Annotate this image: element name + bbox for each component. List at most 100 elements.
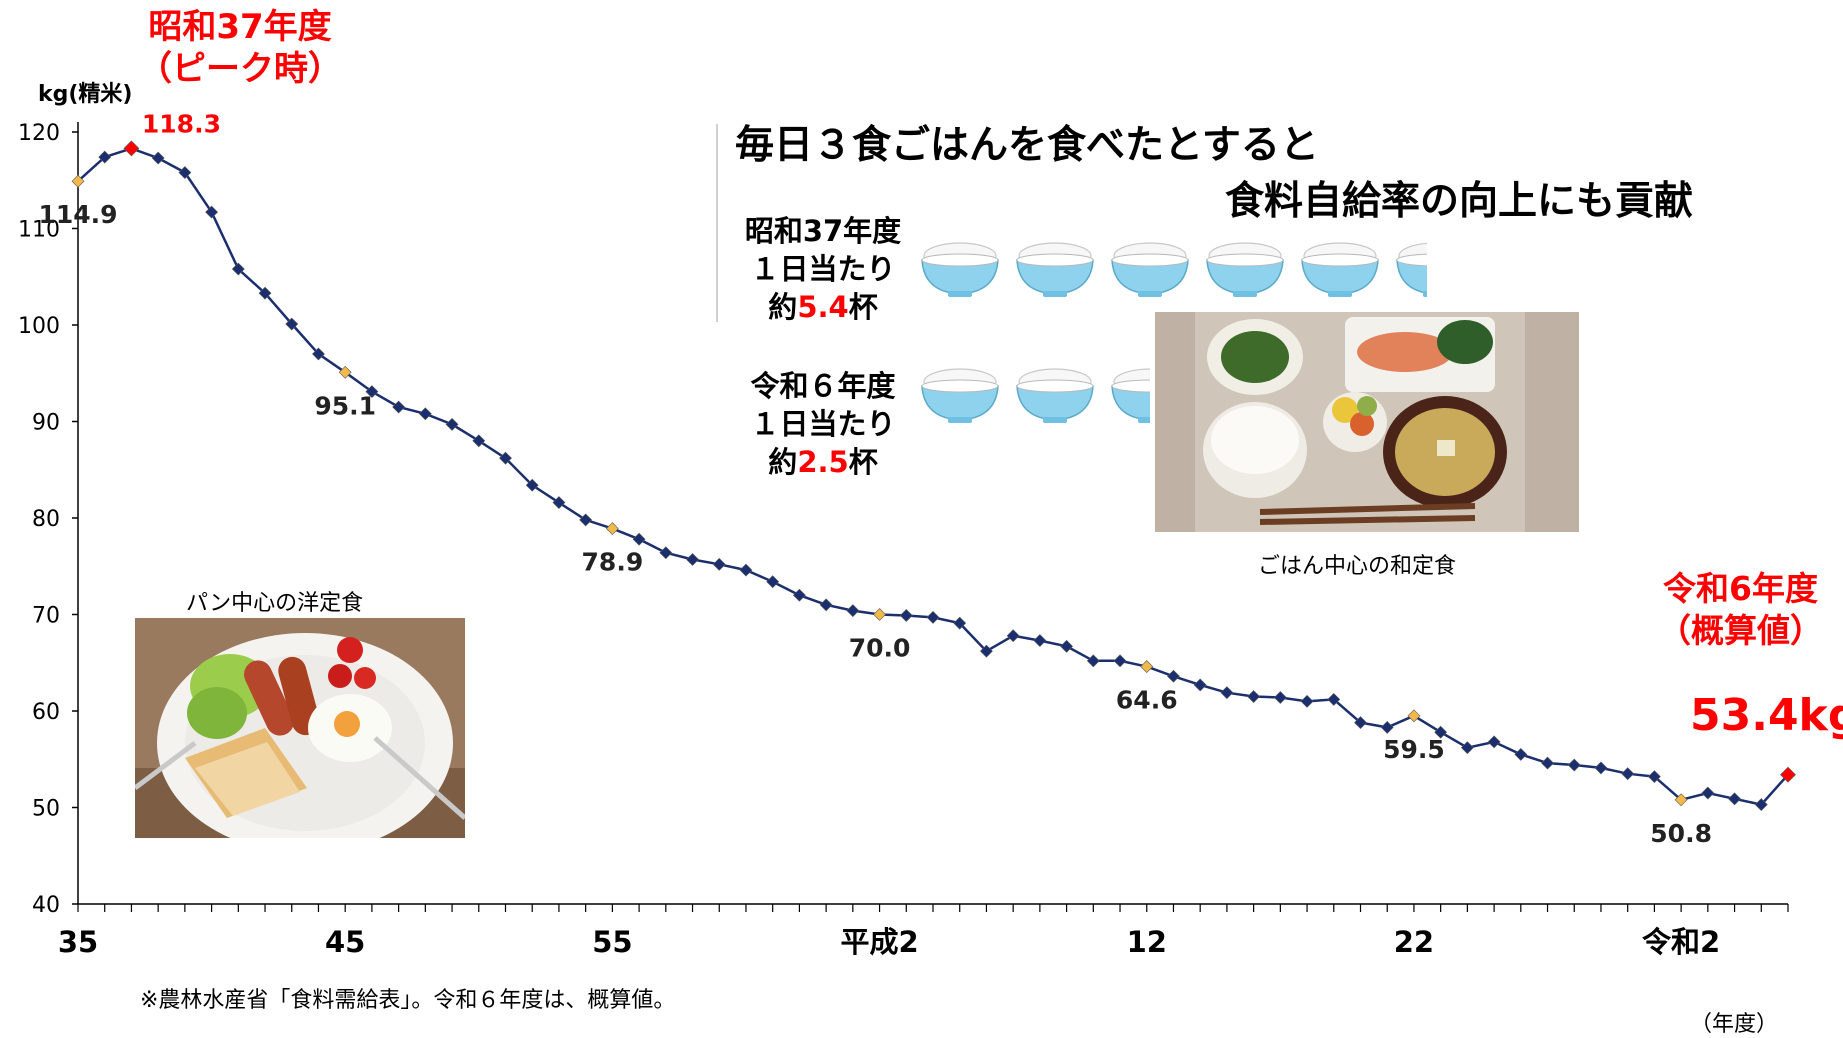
data-point-marker: [766, 575, 780, 589]
data-point-marker: [739, 563, 753, 577]
data-point-marker: [1487, 735, 1501, 749]
bowls-then-per-day: １日当たり: [750, 252, 896, 286]
data-point-marker: [819, 598, 833, 612]
data-point-marker: [1541, 756, 1554, 770]
peak-annotation-note: （ピーク時）: [138, 49, 342, 89]
latest-annotation: 令和6年度 （概算値）: [1638, 568, 1843, 652]
y-tick-label: 70: [32, 604, 60, 629]
rice-bowl-icon: [918, 236, 1002, 298]
data-label: 50.8: [1650, 819, 1712, 848]
data-point-marker: [1780, 766, 1796, 783]
data-point-marker: [1380, 720, 1394, 734]
y-tick-label: 80: [32, 507, 60, 532]
data-point-marker: [1060, 639, 1074, 653]
data-point-marker: [1006, 629, 1020, 643]
x-tick-label: 令和2: [1642, 925, 1720, 959]
bowls-now-label: 令和６年度 １日当たり 約2.5杯: [728, 367, 918, 481]
headline-line2: 食料自給率の向上にも貢献: [1225, 179, 1694, 224]
rice-bowl-icon: [918, 362, 1002, 424]
data-point-marker: [1113, 654, 1127, 668]
bowls-now-row: [918, 362, 1158, 428]
data-point-marker: [953, 616, 967, 630]
bowls-now-count: 約2.5杯: [768, 445, 878, 479]
latest-value: 53.4kg: [1690, 690, 1843, 741]
x-tick-label: 平成2: [840, 925, 918, 959]
headline-divider: [716, 124, 718, 322]
data-point-marker: [1567, 758, 1581, 772]
data-point-marker: [285, 317, 299, 331]
data-label: 59.5: [1383, 735, 1445, 764]
data-point-marker: [1728, 792, 1741, 806]
data-labels: 114.9 118.3 95.1 78.9 70.0 64.6 59.5 50.8: [38, 109, 1712, 847]
data-label: 70.0: [849, 634, 911, 663]
headline-line1: 毎日３食ごはんを食べたとすると: [735, 123, 1319, 168]
y-tick-label: 60: [32, 700, 60, 725]
data-point-marker: [365, 385, 379, 399]
data-point-marker: [231, 262, 245, 276]
data-point-marker: [1674, 793, 1688, 807]
data-point-marker: [552, 496, 566, 509]
data-point-marker: [1273, 691, 1287, 704]
data-point-marker: [98, 150, 112, 164]
rice-bowl-icon: [1108, 236, 1192, 298]
data-point-marker: [1701, 786, 1715, 800]
data-point-marker: [472, 434, 486, 448]
data-point-marker: [1086, 654, 1100, 668]
japanese-meal-photo: [1155, 312, 1579, 532]
data-point-marker: [123, 140, 140, 157]
data-point-marker: [579, 513, 593, 527]
data-point-marker: [312, 347, 325, 361]
data-label: 114.9: [38, 200, 117, 229]
y-tick-label: 120: [18, 121, 60, 146]
data-point-marker: [525, 478, 539, 492]
y-tick-label: 50: [32, 797, 60, 822]
x-tick-label: 22: [1394, 925, 1434, 959]
x-tick-label: 12: [1127, 925, 1167, 959]
data-point-marker: [1754, 798, 1768, 812]
data-point-marker: [1327, 692, 1341, 706]
x-tick-label: 35: [58, 925, 98, 959]
peak-annotation: 昭和37年度 （ピーク時）: [138, 6, 342, 90]
rice-bowl-icon: [1298, 236, 1382, 298]
bowls-then-label: 昭和37年度 １日当たり 約5.4杯: [728, 212, 918, 326]
y-tick-label: 90: [32, 411, 60, 436]
data-point-marker: [1621, 767, 1635, 781]
rice-bowl-icon: [1108, 362, 1150, 424]
data-point-marker: [418, 407, 432, 421]
x-axis-unit: （年度）: [1690, 1012, 1779, 1037]
bowls-then-year: 昭和37年度: [744, 214, 902, 248]
data-point-marker: [1033, 634, 1047, 647]
data-point-marker: [71, 174, 85, 188]
data-point-marker: [605, 522, 619, 536]
latest-annotation-note: （概算値）: [1658, 611, 1823, 650]
x-tick-label: 45: [325, 925, 365, 959]
data-point-marker: [659, 546, 673, 560]
data-label: 78.9: [582, 548, 644, 577]
data-point-marker: [499, 451, 512, 465]
y-tick-label: 100: [18, 314, 60, 339]
data-point-marker: [712, 557, 726, 571]
data-point-marker: [1300, 694, 1314, 708]
x-tick-label: 55: [592, 925, 632, 959]
data-label: 95.1: [314, 391, 376, 420]
bowls-then-row: [918, 236, 1438, 302]
japanese-meal-caption: ごはん中心の和定食: [1258, 554, 1457, 579]
bowls-then-count: 約5.4杯: [768, 290, 878, 324]
bowls-now-per-day: １日当たり: [750, 407, 896, 441]
data-point-marker: [1167, 669, 1180, 683]
data-point-marker: [980, 644, 993, 658]
y-tick-label: 110: [18, 218, 60, 243]
data-point-marker: [1594, 761, 1608, 775]
data-point-marker: [899, 609, 913, 622]
data-point-marker: [1514, 748, 1528, 761]
data-point-marker: [1220, 686, 1234, 700]
data-point-marker: [178, 166, 192, 179]
data-point-marker: [1354, 716, 1367, 730]
data-point-marker: [873, 608, 886, 621]
data-point-marker: [392, 400, 406, 414]
peak-annotation-year: 昭和37年度: [148, 7, 332, 47]
rice-bowl-icon: [1393, 236, 1427, 298]
data-point-marker: [1647, 770, 1661, 784]
series-markers: [71, 140, 1796, 812]
